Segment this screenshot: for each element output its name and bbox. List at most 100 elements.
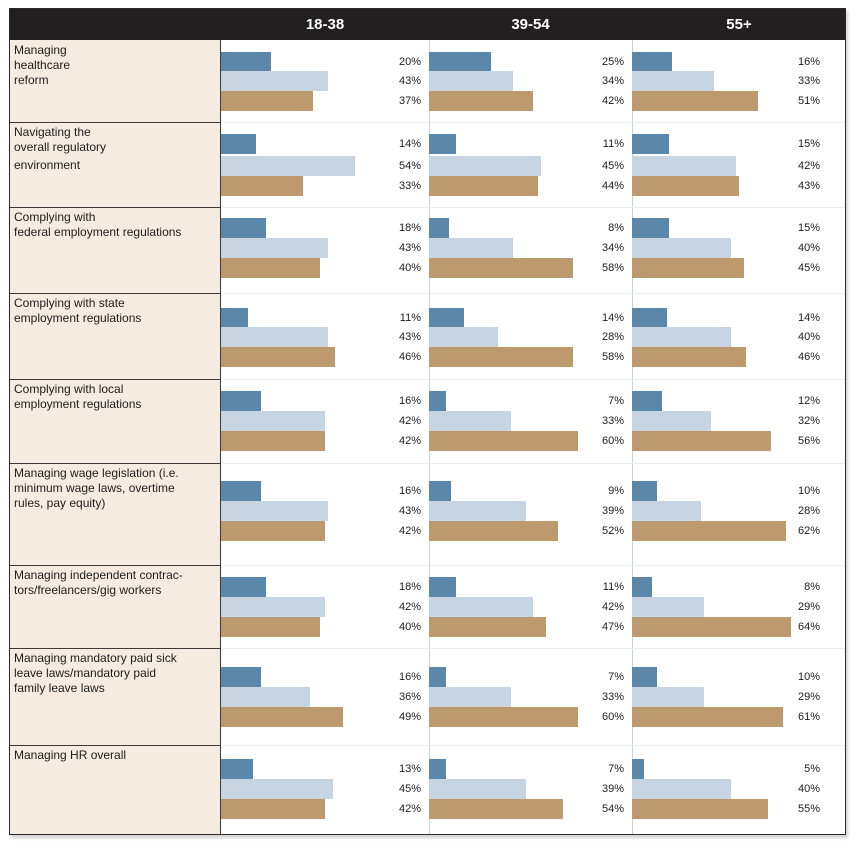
row-divider-plot [221,122,845,123]
column-header-55+: 55+ [726,16,752,33]
bar-39-54-2 [429,597,533,617]
value-label: 54% [601,803,624,815]
bar-55+-1 [632,134,669,154]
row-label-line: leave laws/mandatory paid [14,666,157,680]
bar-18-38-1 [221,481,261,501]
row-label-line: Complying with [14,210,96,224]
value-label: 43% [398,331,421,343]
value-label: 43% [398,242,421,254]
value-label: 14% [398,138,421,150]
value-label: 58% [601,262,624,274]
bar-55+-2 [632,71,714,91]
value-label: 61% [797,711,820,723]
value-label: 60% [601,711,624,723]
bar-55+-2 [632,411,711,431]
bar-18-38-3 [221,91,313,111]
bar-39-54-1 [429,52,491,72]
bar-18-38-2 [221,411,325,431]
bar-18-38-2 [221,327,328,347]
value-label: 28% [797,505,820,517]
row-label-line: environment [14,158,81,172]
bar-39-54-1 [429,577,456,597]
bar-55+-1 [632,52,672,72]
value-label: 33% [398,180,421,192]
bar-55+-1 [632,577,652,597]
row-label-line: healthcare [14,58,71,72]
bar-55+-2 [632,156,736,176]
bar-55+-3 [632,799,768,819]
bar-18-38-1 [221,134,256,154]
value-label: 11% [399,312,421,324]
bar-39-54-1 [429,134,456,154]
bar-18-38-3 [221,521,325,541]
value-label: 40% [797,783,820,795]
bar-39-54-1 [429,391,446,411]
value-label: 37% [398,95,421,107]
value-label: 42% [601,95,624,107]
bar-18-38-2 [221,156,355,176]
value-label: 16% [398,671,421,683]
value-label: 43% [398,75,421,87]
bar-55+-1 [632,667,657,687]
value-label: 62% [797,525,820,537]
column-header-39-54: 39-54 [511,16,550,33]
bar-18-38-3 [221,799,325,819]
value-label: 29% [797,601,820,613]
row-label: Complying with state employment regulatio… [14,296,214,326]
bar-18-38-1 [221,667,261,687]
value-label: 42% [601,601,624,613]
value-label: 55% [797,803,820,815]
value-label: 18% [398,581,421,593]
bar-18-38-2 [221,687,310,707]
value-label: 34% [601,75,624,87]
value-label: 42% [398,525,421,537]
value-label: 20% [398,56,421,68]
row-divider-label [10,122,220,123]
value-label: 58% [601,351,624,363]
row-label-line: Complying with state [14,296,125,310]
bar-18-38-1 [221,52,271,72]
row-divider-label [10,565,220,566]
header-bar [10,9,845,40]
bar-55+-3 [632,431,771,451]
chart-frame: 18-38 39-54 55+ Managing healthcare reform 20%… [9,8,846,835]
bar-39-54-2 [429,779,526,799]
value-label: 51% [797,95,820,107]
value-label: 42% [398,415,421,427]
value-label: 40% [797,331,820,343]
value-label: 39% [601,505,624,517]
bar-18-38-2 [221,238,328,258]
value-label: 34% [601,242,624,254]
bar-55+-1 [632,759,644,779]
value-label: 12% [797,395,820,407]
bar-18-38-2 [221,501,328,521]
bar-55+-3 [632,91,758,111]
bar-55+-3 [632,521,786,541]
bar-55+-3 [632,347,746,367]
row-label-line: Managing mandatory paid sick [14,651,177,665]
value-label: 16% [797,56,820,68]
value-label: 14% [797,312,820,324]
bar-55+-3 [632,176,739,196]
value-label: 44% [601,180,624,192]
bar-18-38-1 [221,391,261,411]
row-label-line: Managing independent contrac- [14,568,183,582]
category-label-column [10,40,220,834]
row-label-line: reform [14,73,49,87]
value-label: 45% [398,783,421,795]
bar-39-54-3 [429,176,538,196]
bar-39-54-1 [429,759,446,779]
row-label: Complying with federal employment regulat… [14,210,214,240]
value-label: 33% [601,415,624,427]
row-divider-label [10,207,220,208]
row-label-line: employment regulations [14,311,142,325]
bar-55+-3 [632,707,783,727]
value-label: 45% [601,160,624,172]
bar-39-54-2 [429,411,511,431]
value-label: 43% [398,505,421,517]
bar-18-38-1 [221,577,266,597]
bar-39-54-3 [429,91,533,111]
bar-39-54-1 [429,308,464,328]
row-label-line: Managing [14,43,67,57]
value-label: 46% [797,351,820,363]
